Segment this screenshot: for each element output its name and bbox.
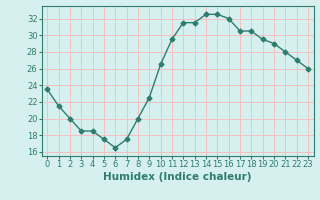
X-axis label: Humidex (Indice chaleur): Humidex (Indice chaleur) <box>103 172 252 182</box>
